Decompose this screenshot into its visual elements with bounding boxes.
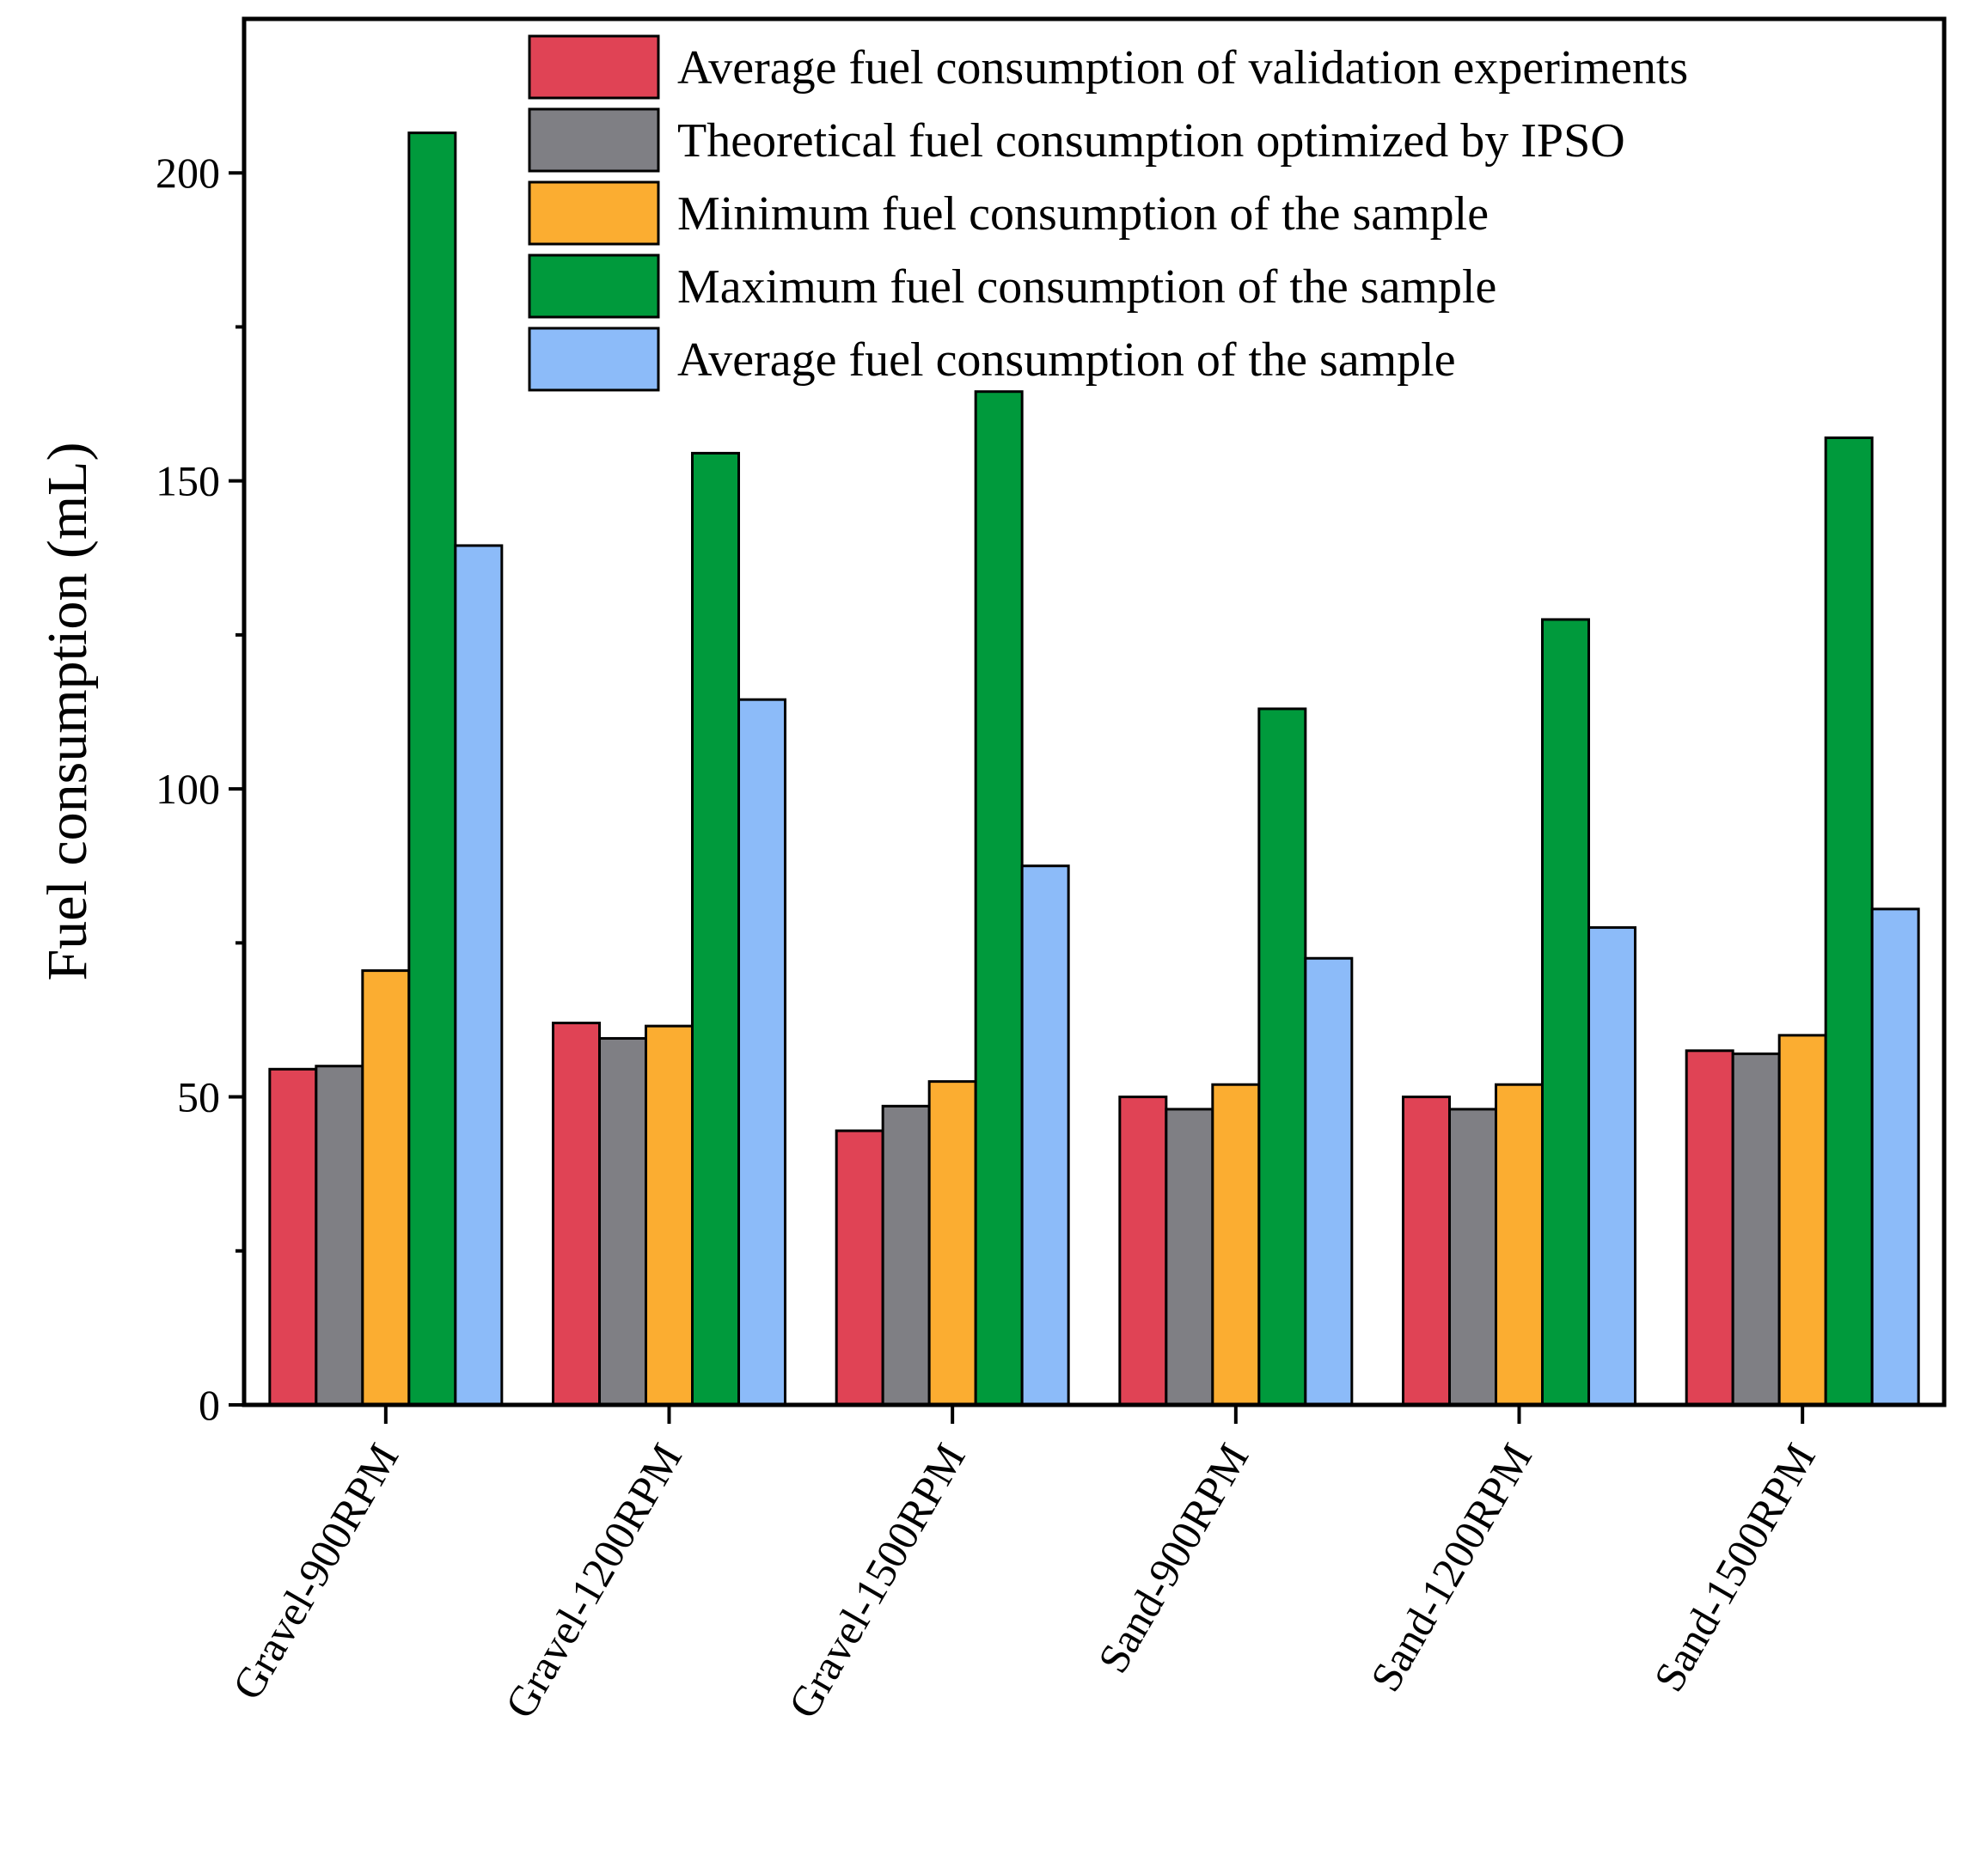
- legend-label: Minimum fuel consumption of the sample: [677, 187, 1489, 241]
- legend-label: Theoretical fuel consumption optimized b…: [677, 114, 1625, 168]
- x-tick-label: Sand-1200RPM: [1361, 1436, 1541, 1700]
- bar-Gravel-900RPM-series-5: [454, 544, 504, 1407]
- y-tick-label: 50: [177, 1073, 220, 1121]
- bar-Sand-1500RPM-series-2: [1731, 1052, 1781, 1407]
- bars-layer: [268, 131, 1920, 1407]
- bar-Sand-1500RPM-series-4: [1824, 436, 1874, 1407]
- plot-frame: [242, 16, 1947, 1407]
- bar-Gravel-1200RPM-series-5: [737, 698, 786, 1407]
- bar-Gravel-1500RPM-series-3: [927, 1080, 977, 1407]
- bar-Gravel-900RPM-series-2: [315, 1065, 364, 1407]
- x-tick-label: Gravel-1500RPM: [779, 1436, 975, 1726]
- legend-swatch: [528, 34, 660, 100]
- bar-Sand-1500RPM-series-5: [1870, 907, 1920, 1407]
- bar-Sand-1200RPM-series-4: [1541, 618, 1590, 1407]
- legend-swatch: [528, 253, 660, 319]
- y-axis-ticks: 0 50 100 150 200: [156, 149, 244, 1429]
- bar-Sand-1500RPM-series-1: [1685, 1049, 1734, 1407]
- y-axis-title: Fuel consumption (mL): [36, 443, 99, 981]
- bar-Gravel-1200RPM-series-4: [691, 451, 740, 1407]
- x-tick-label: Sand-900RPM: [1088, 1436, 1257, 1681]
- legend-label: Maximum fuel consumption of the sample: [677, 260, 1496, 314]
- bar-Sand-900RPM-series-3: [1211, 1083, 1261, 1407]
- bar-Sand-900RPM-series-2: [1165, 1108, 1214, 1407]
- y-tick-label: 0: [199, 1381, 220, 1429]
- y-tick-label: 100: [156, 765, 220, 813]
- legend-swatch: [528, 327, 660, 392]
- axes-layer: [242, 16, 1947, 1407]
- x-tick-label: Sand-1500RPM: [1644, 1436, 1825, 1700]
- bar-Sand-900RPM-series-1: [1118, 1096, 1168, 1407]
- bar-Sand-1200RPM-series-2: [1448, 1108, 1497, 1407]
- y-tick-label: 200: [156, 149, 220, 197]
- legend-swatch: [528, 180, 660, 246]
- bar-Sand-1200RPM-series-3: [1495, 1083, 1544, 1407]
- bar-Sand-1500RPM-series-3: [1777, 1034, 1827, 1407]
- x-tick-label: Gravel-1200RPM: [495, 1436, 691, 1726]
- bar-Gravel-900RPM-series-4: [407, 131, 457, 1407]
- bar-Gravel-1500RPM-series-2: [881, 1104, 931, 1407]
- bar-Gravel-1200RPM-series-1: [552, 1022, 601, 1407]
- legend: Average fuel consumption of validation e…: [528, 34, 1688, 392]
- bar-Sand-900RPM-series-5: [1304, 956, 1354, 1407]
- bar-Sand-900RPM-series-4: [1257, 707, 1307, 1407]
- legend-label: Average fuel consumption of the sample: [677, 333, 1456, 387]
- bar-Sand-1200RPM-series-5: [1587, 925, 1636, 1407]
- bar-Gravel-1500RPM-series-4: [974, 390, 1024, 1407]
- bar-Gravel-900RPM-series-1: [268, 1067, 318, 1407]
- bar-Gravel-900RPM-series-3: [361, 969, 411, 1407]
- x-tick-label: Gravel-900RPM: [223, 1436, 407, 1708]
- bar-Gravel-1200RPM-series-2: [598, 1036, 647, 1407]
- legend-swatch: [528, 107, 660, 173]
- y-tick-label: 150: [156, 457, 220, 505]
- bar-Gravel-1500RPM-series-5: [1020, 864, 1070, 1407]
- legend-label: Average fuel consumption of validation e…: [677, 41, 1688, 95]
- bar-Gravel-1500RPM-series-1: [835, 1129, 884, 1407]
- bar-Sand-1200RPM-series-1: [1402, 1096, 1451, 1407]
- x-axis-ticks: Gravel-900RPM Gravel-1200RPM Gravel-1500RP…: [223, 1405, 1825, 1726]
- bar-Gravel-1200RPM-series-3: [645, 1024, 694, 1407]
